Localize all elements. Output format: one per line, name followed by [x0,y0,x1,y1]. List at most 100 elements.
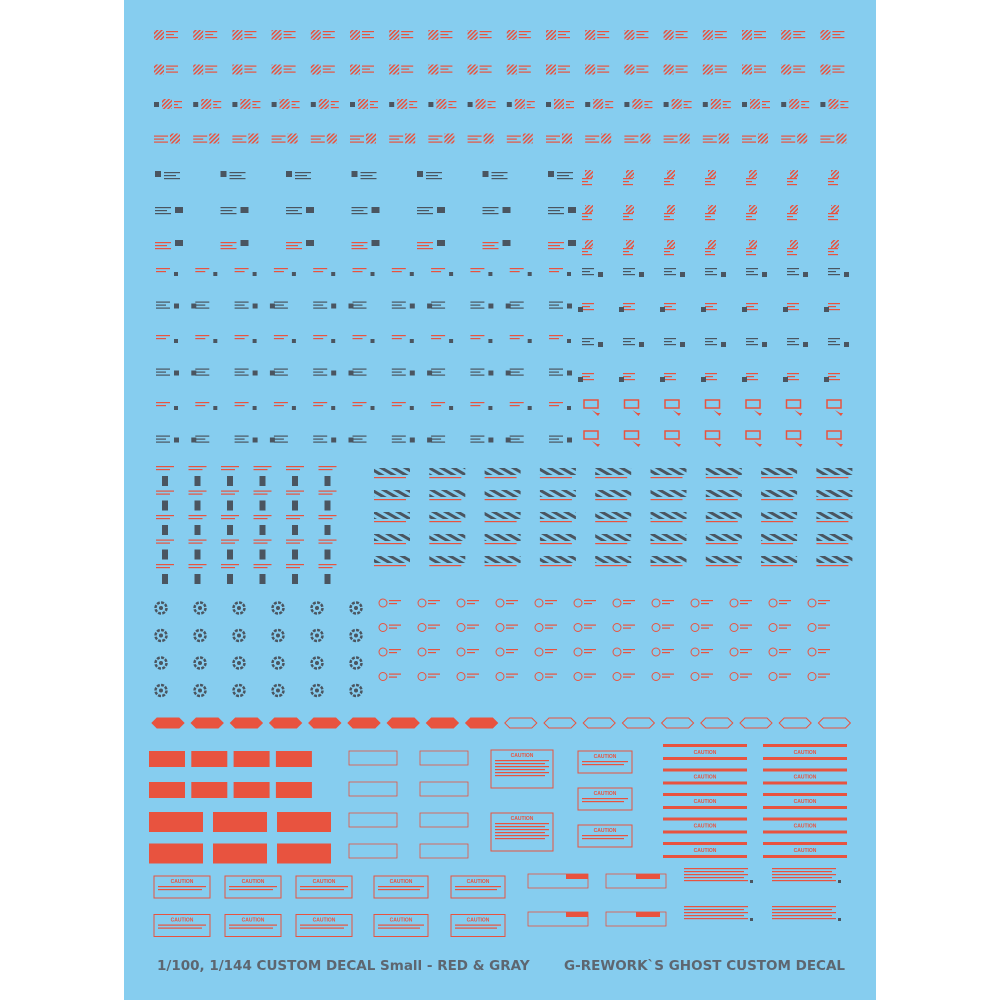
text-line [746,338,758,340]
hatch-square [562,133,572,144]
text-line [318,539,337,541]
text-line [772,877,832,879]
text-line [158,924,206,926]
text-line [781,138,792,140]
gray-square [762,342,767,347]
gray-square [568,207,576,213]
gray-square [348,370,354,376]
hatch-square [585,240,593,248]
gray-square [417,171,423,177]
text-line [286,518,300,520]
text-line [470,405,481,407]
text-line [286,245,298,247]
text-line [271,138,282,140]
stripe-bar [705,490,742,497]
text-line [221,493,235,495]
hatch-square [428,64,439,75]
caution-label: CAUTION [242,918,265,924]
text-line [754,31,766,33]
text-line [174,104,178,106]
text-line [664,184,674,186]
red-ring [495,598,505,608]
text-line [318,542,333,544]
gray-square [578,377,583,382]
text-line [663,135,678,137]
gray-bar [259,549,266,560]
gray-dot [237,688,241,693]
text-line [362,31,374,33]
text-line [195,374,210,376]
text-line [548,213,564,215]
text-line [352,438,363,440]
text-line [816,521,849,523]
text-line [585,135,600,137]
text-line [781,141,796,143]
gray-square [449,339,454,343]
text-line [740,627,748,629]
gray-ring [271,683,285,698]
stripe-bar [484,556,521,563]
text-line [352,441,367,443]
red-ring [495,623,505,632]
gray-bar [194,574,201,584]
text-line [156,441,170,443]
hatch-square [444,133,455,144]
caution-label: CAUTION [467,918,490,924]
text-line [195,368,210,370]
gray-square [838,918,841,921]
text-line [273,438,284,440]
hatch-square [671,99,682,109]
gray-square [240,207,249,213]
text-line [526,107,535,109]
gray-square [331,406,336,410]
hatch-square [389,64,400,75]
gray-square [271,102,277,107]
text-line [300,889,344,891]
text-line [566,107,574,109]
gray-square [370,339,375,343]
text-line [213,104,218,106]
hatch-square [240,99,251,109]
text-line [787,376,795,378]
text-line [470,402,485,404]
red-box [149,843,203,864]
gray-bar [162,549,168,560]
hatch-square [820,64,831,75]
gray-square [331,437,337,443]
text-line [664,254,674,256]
text-line [623,341,631,343]
gray-square [502,240,511,246]
gray-square [213,406,218,410]
text-line [582,254,592,256]
text-line [389,676,397,678]
text-line [701,600,713,602]
caution-box [224,875,282,899]
text-line [509,301,524,303]
text-line [286,466,304,468]
text-line [221,469,235,471]
text-line [746,216,752,218]
text-line [623,219,633,221]
text-line [330,101,339,103]
text-line [234,338,245,340]
icon-arrow [592,410,600,416]
text-line [828,341,836,343]
gray-square [803,342,808,347]
text-line [684,906,748,908]
hatch-square [585,30,596,40]
text-line [273,301,288,303]
hatch-square [366,133,376,144]
text-line [313,335,328,337]
arrow-tag [464,717,499,729]
text-line [684,871,744,873]
gray-dot [198,606,202,610]
text-line [313,435,328,437]
gray-square [371,207,380,213]
text-line [664,271,672,273]
text-line [584,624,596,626]
gray-square [742,307,747,312]
text-line [779,627,787,629]
caution-strip [663,855,747,858]
red-box [233,782,270,798]
text-line [428,652,436,654]
